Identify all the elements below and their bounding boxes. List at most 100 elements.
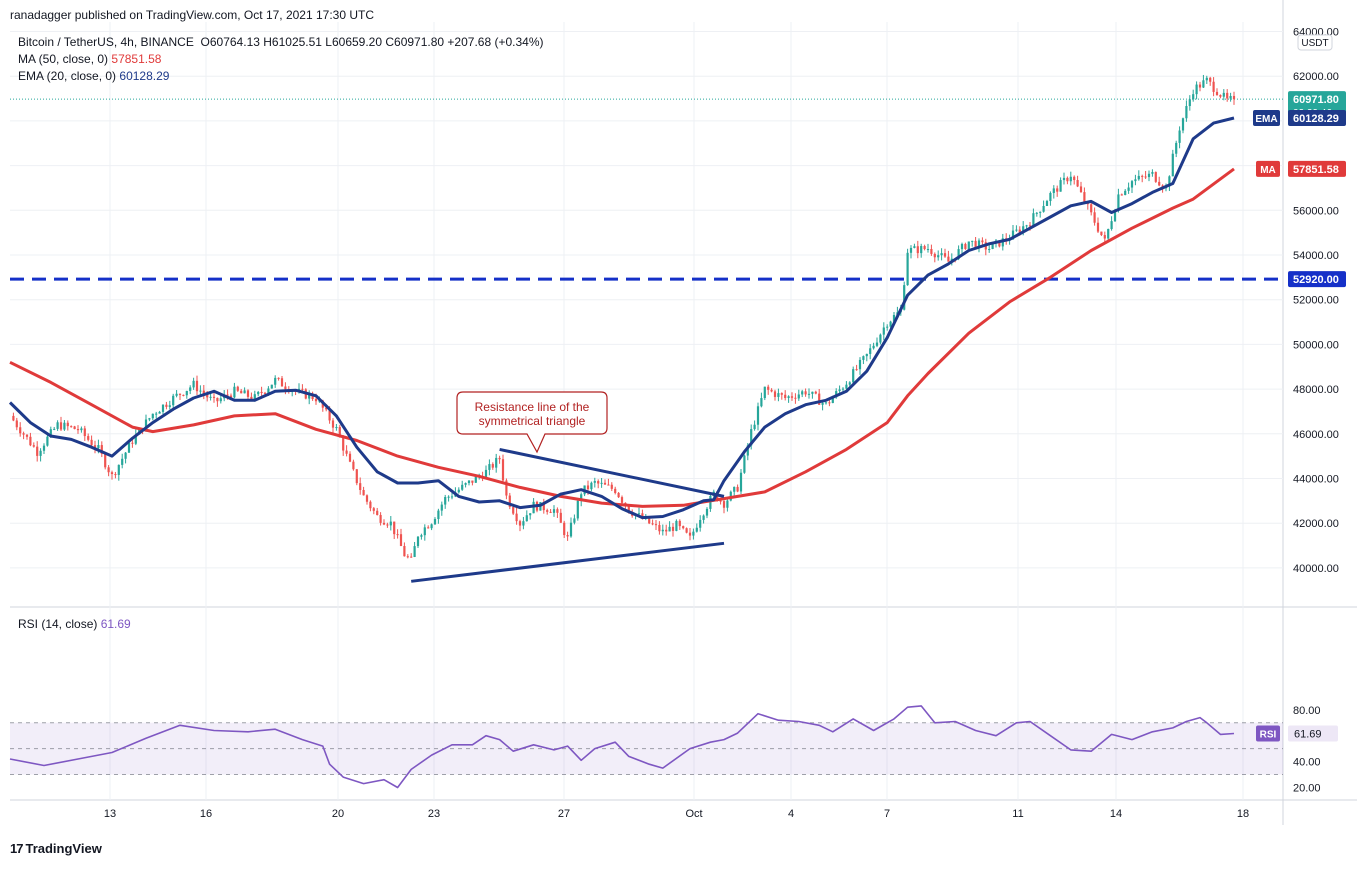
candle-body [93,445,97,449]
candle-body [1042,206,1045,212]
candle-body [467,480,471,484]
candle-body [314,399,318,402]
ema-tag[interactable] [1253,110,1280,127]
rsi-tick-label: 80.00 [1293,705,1321,717]
support-badge[interactable] [1288,271,1346,288]
candle-body [794,397,797,399]
candle-body [267,388,270,393]
ma50-line[interactable] [9,167,1235,508]
triangle-support-line[interactable] [411,541,725,583]
currency-badge[interactable] [1297,34,1333,51]
candle-body [29,436,32,446]
candle-body [474,476,477,483]
time-tick-label: Oct [685,808,702,820]
candle-body [658,524,661,532]
candle-body [447,496,450,498]
triangle-resistance-line[interactable] [499,447,725,498]
tradingview-logo[interactable]: 17 TradingView [10,841,102,856]
candle-body [104,453,107,468]
candle-body [22,433,25,435]
price-badge-text: 60971.80 [1293,94,1339,106]
ma-legend-row[interactable]: MA (50, close, 0) 57851.58 [18,52,161,66]
candle-body [1113,210,1117,222]
candle-body [1168,176,1171,187]
candle-body [889,321,892,327]
candle-body [695,527,698,532]
candle-body [743,455,746,473]
tradingview-logo-text: TradingView [25,841,102,856]
candle-body [178,393,182,395]
candle-body [943,253,947,257]
symbol-name: Bitcoin / TetherUS, 4h, BINANCE [18,35,194,49]
candle-body [1205,77,1208,81]
candle-body [1100,231,1103,236]
candle-body [488,464,491,470]
ema20-line[interactable] [8,116,1235,520]
ema-badge[interactable] [1288,110,1346,127]
candle-body [117,464,120,475]
candle-body [661,529,664,532]
candle-body [865,353,868,357]
ma-legend-value: 57851.58 [111,52,162,66]
annotation-callout[interactable] [456,391,608,454]
candle-body [1215,91,1219,96]
candle-body [790,396,794,398]
candle-body [665,529,668,532]
candle-body [73,426,76,430]
candle-body [185,390,188,396]
symbol-info: Bitcoin / TetherUS, 4h, BINANCE O60764.1… [18,35,543,49]
candle-body [192,380,195,388]
candle-body [331,420,335,428]
candle-body [1056,188,1059,192]
currency-label: USDT [1301,38,1328,49]
candle-body [566,535,569,537]
candle-body [964,243,967,249]
candle-body [270,384,273,389]
candle-body [947,256,950,262]
time-tick-label: 18 [1237,808,1249,820]
candle-body [926,248,930,250]
ma-tag[interactable] [1256,160,1280,177]
time-tick-label: 27 [558,808,570,820]
ema-legend-row[interactable]: EMA (20, close, 0) 60128.29 [18,69,169,83]
candle-body [359,483,362,490]
rsi-line[interactable] [9,705,1235,789]
candle-body [617,492,620,498]
candle-body [495,457,498,468]
price-axis-panel[interactable] [1283,0,1357,864]
rsi-tag-text: RSI [1260,730,1277,741]
candle-body [685,528,688,533]
candle-body [403,546,406,557]
candle-body [937,255,940,258]
candle-body [719,500,722,502]
candle-body [87,436,90,440]
candle-body [940,253,943,256]
rsi-tag[interactable] [1256,725,1280,742]
ma-badge[interactable] [1288,160,1346,177]
candle-body [1124,190,1127,195]
candle-body [226,394,229,396]
candle-body [501,459,505,481]
candle-body [702,515,705,520]
ohlc-values: O60764.13 H61025.51 L60659.20 C60971.80 … [200,35,544,49]
candle-body [352,461,355,470]
candle-body [1185,106,1188,119]
candle-body [1066,177,1069,182]
tradingview-logo-icon: 17 [10,841,24,856]
candle-body [461,484,464,490]
candle-body [308,393,311,399]
candle-body [498,457,501,460]
candle-body [818,393,821,405]
rsi-legend-row[interactable]: RSI (14, close) 61.69 [18,617,131,631]
rsi-badge[interactable] [1288,725,1338,742]
candle-body [967,241,970,249]
candle-body [1127,187,1130,191]
candle-body [49,429,52,437]
candle-body [559,512,562,523]
candle-body [1079,186,1083,193]
candle-body [1015,229,1018,231]
candle-body [420,535,423,537]
candle-body [784,394,787,398]
